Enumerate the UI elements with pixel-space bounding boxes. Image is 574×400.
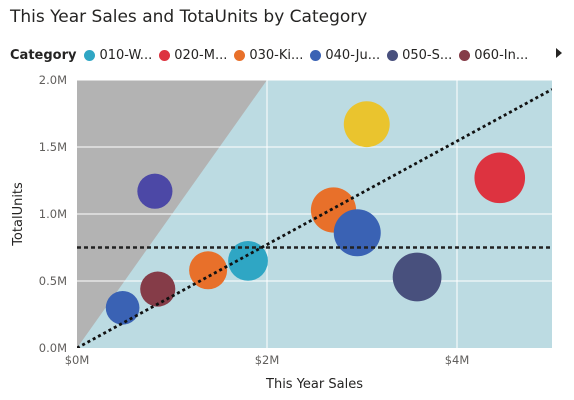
legend-label: 060-In... bbox=[474, 47, 529, 63]
y-tick-label: 0.5M bbox=[39, 274, 67, 288]
legend-swatch bbox=[310, 49, 322, 61]
y-tick-label: 1.0M bbox=[39, 207, 67, 221]
x-tick-label: $2M bbox=[255, 353, 280, 367]
legend-item[interactable]: 030-Ki... bbox=[234, 48, 303, 63]
legend-item[interactable]: 040-Ju... bbox=[310, 48, 380, 63]
legend-label: 050-S... bbox=[402, 47, 453, 63]
legend-title: Category bbox=[10, 47, 77, 63]
legend-item[interactable]: 050-S... bbox=[387, 48, 452, 63]
data-bubble bbox=[140, 271, 176, 307]
ratio-reference-line bbox=[77, 88, 552, 348]
legend: Category 010-W... 020-M... 030-Ki... 040… bbox=[10, 45, 535, 65]
data-bubble bbox=[137, 173, 173, 209]
legend-swatch bbox=[387, 49, 399, 61]
y-axis-title: TotalUnits bbox=[11, 182, 26, 247]
y-tick-label: 1.5M bbox=[39, 140, 67, 154]
data-bubble bbox=[392, 252, 442, 302]
legend-swatch bbox=[84, 49, 96, 61]
data-bubble bbox=[474, 152, 526, 204]
legend-swatch bbox=[159, 49, 171, 61]
x-tick-label: $0M bbox=[65, 353, 90, 367]
legend-next-arrow-icon[interactable] bbox=[556, 48, 562, 58]
chart-title: This Year Sales and TotaUnits by Categor… bbox=[10, 7, 368, 27]
legend-item[interactable]: 060-In... bbox=[459, 48, 528, 63]
data-bubble bbox=[333, 209, 381, 257]
legend-label: 030-Ki... bbox=[249, 47, 304, 63]
legend-item[interactable]: 020-M... bbox=[159, 48, 227, 63]
y-tick-label: 0.0M bbox=[39, 341, 67, 355]
x-axis-title: This Year Sales bbox=[265, 377, 363, 392]
x-tick-label: $4M bbox=[445, 353, 470, 367]
legend-swatch bbox=[234, 49, 246, 61]
data-bubble bbox=[105, 290, 140, 325]
legend-item[interactable]: 010-W... bbox=[84, 48, 152, 63]
data-bubble bbox=[189, 251, 228, 290]
legend-label: 010-W... bbox=[99, 47, 153, 63]
legend-swatch bbox=[459, 49, 471, 61]
data-bubble bbox=[343, 101, 390, 148]
y-tick-label: 2.0M bbox=[39, 73, 67, 87]
legend-label: 040-Ju... bbox=[325, 47, 381, 63]
legend-label: 020-M... bbox=[174, 47, 228, 63]
